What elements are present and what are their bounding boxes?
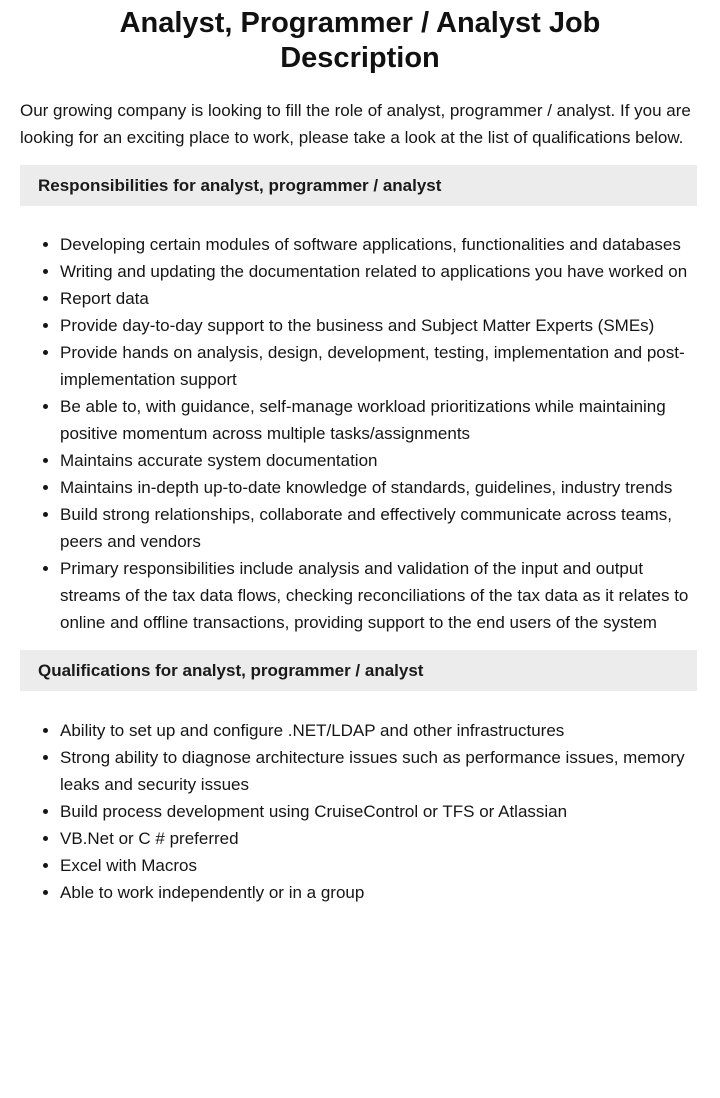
job-description-page: Analyst, Programmer / Analyst Job Descri… [0,6,720,1098]
list-item: Report data [60,285,698,312]
list-item: Build process development using CruiseCo… [60,798,698,825]
responsibilities-list: Developing certain modules of software a… [20,231,698,636]
list-item: Developing certain modules of software a… [60,231,698,258]
qualifications-list: Ability to set up and configure .NET/LDA… [20,717,698,906]
section-header-qualifications: Qualifications for analyst, programmer /… [20,650,697,691]
list-item: Strong ability to diagnose architecture … [60,744,698,798]
list-item: Excel with Macros [60,852,698,879]
list-item: Be able to, with guidance, self-manage w… [60,393,698,447]
list-item: Build strong relationships, collaborate … [60,501,698,555]
list-item: Provide hands on analysis, design, devel… [60,339,698,393]
list-item: Provide day-to-day support to the busine… [60,312,698,339]
list-item: Primary responsibilities include analysi… [60,555,698,636]
section-header-responsibilities: Responsibilities for analyst, programmer… [20,165,697,206]
page-title: Analyst, Programmer / Analyst Job Descri… [119,7,601,74]
list-item: Able to work independently or in a group [60,879,698,906]
list-item: Ability to set up and configure .NET/LDA… [60,717,698,744]
intro-paragraph: Our growing company is looking to fill t… [20,101,691,147]
list-item: VB.Net or C # preferred [60,825,698,852]
list-item: Maintains in-depth up-to-date knowledge … [60,474,698,501]
list-item: Maintains accurate system documentation [60,447,698,474]
list-item: Writing and updating the documentation r… [60,258,698,285]
